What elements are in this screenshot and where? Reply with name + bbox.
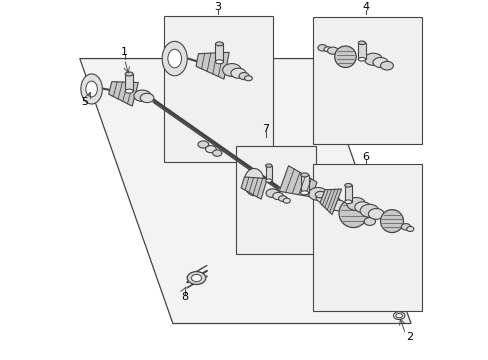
Text: 1: 1 [121, 47, 128, 57]
Ellipse shape [265, 164, 271, 167]
Ellipse shape [329, 200, 345, 211]
Circle shape [380, 210, 403, 233]
Text: 7: 7 [262, 124, 269, 134]
Text: 3: 3 [214, 2, 221, 12]
Ellipse shape [401, 224, 410, 230]
Polygon shape [80, 59, 410, 324]
Ellipse shape [364, 53, 382, 66]
Text: 2: 2 [406, 332, 413, 342]
Text: 4: 4 [362, 2, 369, 12]
Bar [163, 15, 273, 162]
Bar [235, 146, 315, 254]
Text: 5: 5 [81, 96, 88, 107]
Ellipse shape [212, 150, 222, 156]
Ellipse shape [215, 60, 223, 64]
Ellipse shape [358, 41, 365, 45]
Ellipse shape [393, 312, 404, 320]
Ellipse shape [317, 45, 326, 51]
Bar [300, 175, 308, 193]
Ellipse shape [140, 93, 154, 103]
Ellipse shape [364, 217, 375, 225]
Bar [312, 164, 421, 311]
Ellipse shape [265, 179, 271, 182]
Polygon shape [319, 189, 341, 215]
Ellipse shape [198, 141, 208, 148]
Ellipse shape [215, 42, 223, 46]
Ellipse shape [380, 62, 393, 70]
Ellipse shape [265, 189, 278, 198]
Bar [312, 17, 421, 144]
Ellipse shape [315, 192, 325, 198]
Polygon shape [241, 177, 267, 199]
Ellipse shape [125, 72, 133, 76]
Text: 6: 6 [362, 152, 369, 162]
Ellipse shape [344, 200, 351, 203]
Circle shape [338, 199, 367, 228]
Ellipse shape [344, 184, 351, 187]
Bar [344, 185, 351, 202]
Ellipse shape [283, 198, 290, 203]
Polygon shape [279, 166, 316, 197]
Ellipse shape [372, 58, 387, 67]
Ellipse shape [327, 47, 338, 54]
Ellipse shape [406, 226, 413, 231]
Ellipse shape [162, 41, 187, 76]
Ellipse shape [358, 58, 365, 61]
Ellipse shape [354, 202, 370, 212]
Ellipse shape [239, 72, 249, 80]
Circle shape [334, 46, 355, 67]
Ellipse shape [395, 314, 402, 318]
Ellipse shape [125, 89, 133, 93]
Ellipse shape [191, 274, 201, 282]
Ellipse shape [167, 49, 181, 68]
Ellipse shape [300, 173, 308, 177]
Polygon shape [196, 52, 229, 79]
Ellipse shape [205, 145, 216, 153]
Bar [358, 43, 365, 59]
Ellipse shape [324, 47, 331, 52]
Ellipse shape [360, 204, 378, 217]
Ellipse shape [308, 188, 326, 200]
Ellipse shape [367, 208, 384, 219]
Ellipse shape [346, 198, 365, 210]
Bar [215, 44, 223, 62]
Ellipse shape [272, 193, 283, 199]
Ellipse shape [278, 196, 286, 201]
Ellipse shape [81, 74, 102, 104]
Ellipse shape [300, 191, 308, 195]
Ellipse shape [244, 168, 264, 196]
Bar [265, 166, 271, 181]
Polygon shape [108, 82, 138, 106]
Ellipse shape [321, 195, 340, 208]
Text: 8: 8 [181, 292, 188, 302]
Ellipse shape [222, 64, 241, 76]
Ellipse shape [230, 68, 245, 78]
Ellipse shape [244, 76, 252, 81]
Ellipse shape [134, 90, 151, 102]
Ellipse shape [315, 192, 331, 203]
Ellipse shape [86, 81, 97, 97]
Ellipse shape [187, 271, 205, 284]
Bar [125, 74, 133, 91]
